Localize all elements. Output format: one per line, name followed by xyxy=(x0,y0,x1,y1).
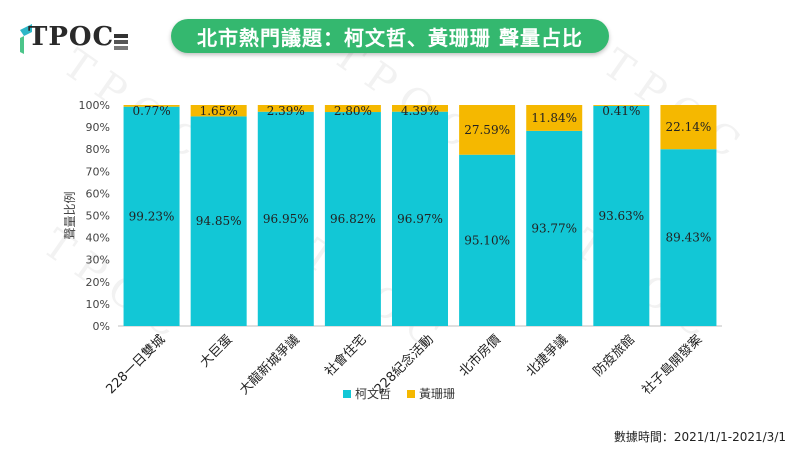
x-category-label: 228一日雙城 xyxy=(103,332,168,397)
y-tick-label: 80% xyxy=(86,143,110,156)
y-tick-label: 100% xyxy=(79,99,110,112)
bar-ko xyxy=(660,149,717,326)
y-axis-title: 聲量比例 xyxy=(62,191,77,239)
data-label-huang: 22.14% xyxy=(666,120,712,134)
bar-ko xyxy=(459,154,516,326)
bar-ko xyxy=(526,130,583,326)
y-tick-label: 70% xyxy=(86,165,110,178)
tpoc-logo xyxy=(20,24,128,54)
x-category-label: 社會住宅 xyxy=(322,332,370,380)
y-tick-label: 0% xyxy=(93,320,110,333)
data-label-ko: 93.63% xyxy=(598,209,644,223)
legend-swatch xyxy=(407,390,415,398)
data-label-huang: 2.39% xyxy=(267,104,305,118)
legend-swatch xyxy=(343,390,351,398)
bar-huang xyxy=(593,105,650,106)
bar-huang xyxy=(392,105,448,112)
y-tick-label: 60% xyxy=(86,187,110,200)
data-label-huang: 2.80% xyxy=(334,104,372,118)
bar-ko xyxy=(257,111,314,326)
bar-huang xyxy=(190,105,247,117)
bar-huang xyxy=(660,105,717,150)
chart-title-banner: 北市熱門議題：柯文哲、黃珊珊 聲量占比 xyxy=(171,19,609,53)
data-label-huang: 0.41% xyxy=(602,104,640,118)
y-tick-label: 20% xyxy=(86,276,110,289)
x-category-label: 社子島開發案 xyxy=(639,332,705,398)
bar-huang xyxy=(526,105,583,131)
data-label-ko: 89.43% xyxy=(666,231,712,245)
data-label-ko: 95.10% xyxy=(464,233,510,247)
x-category-label: 北市房價 xyxy=(456,332,504,380)
data-label-ko: 93.77% xyxy=(531,221,577,235)
chart-title: 北市熱門議題：柯文哲、黃珊珊 聲量占比 xyxy=(197,25,583,50)
bar-ko xyxy=(324,112,381,326)
data-label-huang: 27.59% xyxy=(464,123,510,137)
x-category-label: 北捷爭議 xyxy=(524,332,571,379)
data-label-huang: 4.39% xyxy=(401,104,439,118)
data-label-ko: 99.23% xyxy=(129,209,175,223)
data-label-huang: 1.65% xyxy=(200,104,238,118)
y-tick-label: 30% xyxy=(86,254,110,267)
bar-ko xyxy=(392,111,448,327)
bar-huang xyxy=(459,105,516,155)
data-label-ko: 96.95% xyxy=(263,212,309,226)
legend-label: 柯文哲 xyxy=(355,386,391,401)
data-label-huang: 11.84% xyxy=(531,111,577,125)
bar-huang xyxy=(257,105,314,112)
bar-ko xyxy=(123,106,180,327)
x-category-label: 大龍新城爭議 xyxy=(236,332,302,398)
y-tick-label: 50% xyxy=(86,210,110,223)
data-label-ko: 96.97% xyxy=(397,212,443,226)
y-tick-label: 10% xyxy=(86,298,110,311)
x-category-label: 大巨蛋 xyxy=(197,332,235,370)
data-label-huang: 0.77% xyxy=(132,104,170,118)
data-period-note: 數據時間：2021/1/1-2021/3/1 xyxy=(613,430,786,444)
logo-text: TPOC xyxy=(28,22,115,52)
bar-ko xyxy=(190,116,247,326)
data-label-ko: 96.82% xyxy=(330,212,376,226)
y-tick-label: 90% xyxy=(86,121,110,134)
bar-huang xyxy=(324,105,381,113)
bar-huang xyxy=(123,105,180,107)
legend-label: 黃珊珊 xyxy=(419,387,455,401)
data-label-ko: 94.85% xyxy=(196,214,242,228)
y-tick-label: 40% xyxy=(86,232,110,245)
bar-ko xyxy=(593,105,650,326)
x-category-label: 防疫旅館 xyxy=(590,332,638,380)
